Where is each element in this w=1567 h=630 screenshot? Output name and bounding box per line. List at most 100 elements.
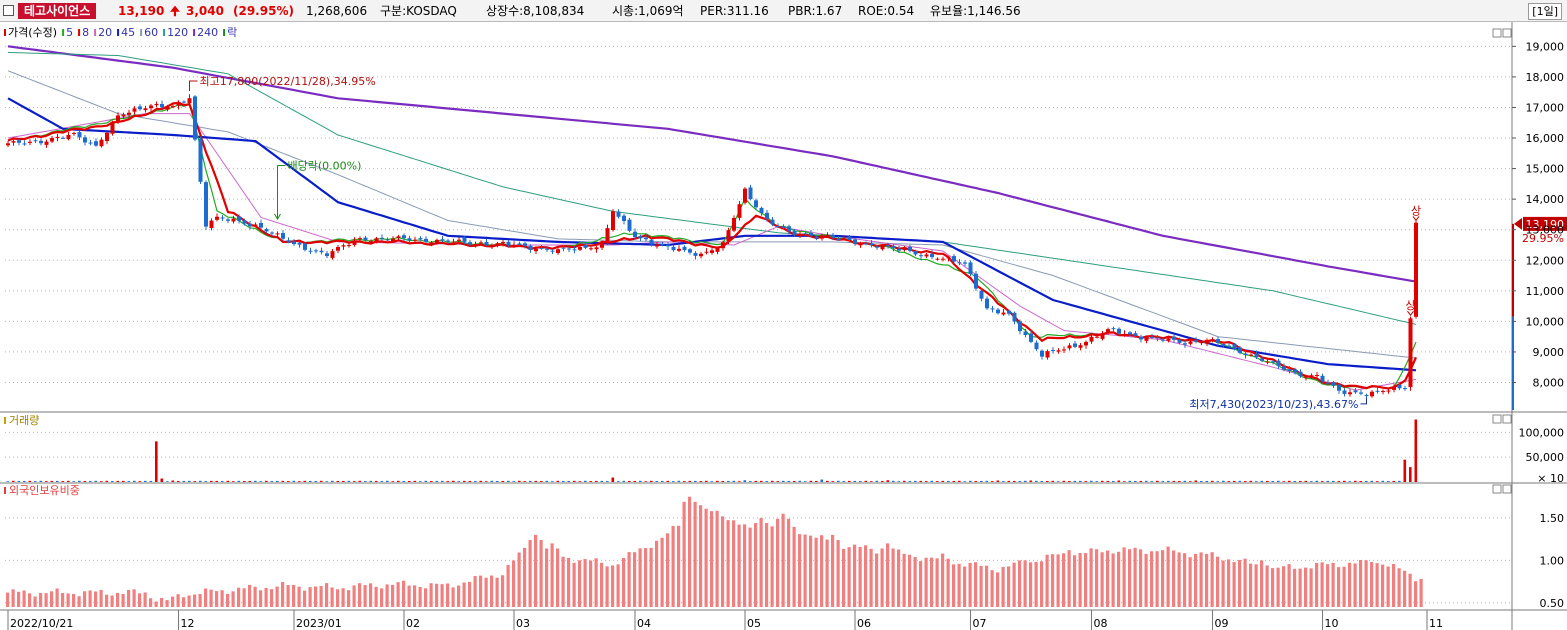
candle-down bbox=[380, 237, 384, 239]
y-axis-labels: 19,000 18,000 17,000 16,000 15,000 14,000 13,0… bbox=[1512, 40, 1565, 610]
candle-up bbox=[737, 204, 742, 218]
candle-up bbox=[556, 249, 560, 254]
candle-down bbox=[583, 244, 588, 248]
foreign-bar bbox=[1359, 560, 1363, 607]
volume-bar bbox=[1288, 480, 1291, 482]
candle-up bbox=[149, 105, 153, 109]
volume-bar bbox=[226, 480, 230, 482]
candle-up bbox=[121, 114, 126, 117]
price-candles bbox=[6, 94, 1418, 399]
volume-bar bbox=[1046, 480, 1049, 482]
foreign-bar bbox=[798, 534, 802, 607]
volume-bar bbox=[947, 480, 950, 482]
foreign-bar bbox=[913, 557, 917, 607]
volume-bar bbox=[298, 481, 301, 482]
volume-bar bbox=[1332, 480, 1335, 482]
candle-down bbox=[88, 142, 93, 144]
candle-down bbox=[1155, 337, 1160, 339]
foreign-bar bbox=[704, 508, 708, 607]
candle-down bbox=[748, 187, 753, 200]
foreign-bar bbox=[1419, 578, 1423, 607]
candle-up bbox=[6, 143, 10, 146]
low-note: 최저7,430(2023/10/23),43.67% bbox=[1189, 398, 1358, 411]
candle-down bbox=[649, 239, 654, 245]
low-note-arrow bbox=[1360, 397, 1367, 405]
candle-down bbox=[1018, 321, 1022, 332]
ma240-line bbox=[7, 45, 1417, 283]
volume-bar bbox=[408, 480, 411, 482]
foreign-bar bbox=[66, 593, 70, 607]
dividend-arrow-head bbox=[274, 213, 281, 220]
volume-bar bbox=[199, 480, 202, 482]
foreign-bar bbox=[600, 562, 604, 607]
foreign-bar bbox=[809, 535, 813, 607]
volume-bar bbox=[1222, 480, 1225, 482]
legend-label-3: 20 bbox=[98, 26, 112, 39]
volume-bar bbox=[1414, 419, 1418, 482]
dividend-note: 배당락(0.00%) bbox=[288, 160, 362, 173]
volume-bar bbox=[391, 481, 395, 482]
candle-up bbox=[946, 257, 951, 259]
volume-bar bbox=[688, 480, 692, 482]
foreign-bar bbox=[83, 591, 87, 607]
volume-bar bbox=[1403, 459, 1407, 482]
foreign-bar bbox=[693, 501, 697, 607]
price-tick-label: 14,000 bbox=[1526, 193, 1565, 206]
foreign-bar bbox=[72, 594, 76, 607]
panel-minimize-button bbox=[1492, 414, 1502, 424]
header-checkbox[interactable] bbox=[3, 5, 14, 16]
volume-bar bbox=[809, 480, 813, 482]
foreign-bar bbox=[792, 526, 796, 607]
candle-up bbox=[1249, 354, 1253, 356]
volume-title: 거래량 bbox=[9, 414, 39, 427]
foreign-bar bbox=[55, 588, 59, 607]
stock-chart[interactable]: 최고17,800(2022/11/28),34.95% 배당락(0.00%) 최저7… bbox=[0, 22, 1567, 630]
volume-bar bbox=[331, 480, 334, 482]
candle-down bbox=[182, 101, 186, 103]
foreign-bar bbox=[880, 548, 884, 607]
candle-down bbox=[759, 207, 764, 214]
legend-swatch bbox=[94, 29, 97, 36]
foreign-bar bbox=[33, 596, 37, 607]
foreign-bar bbox=[572, 562, 576, 607]
volume-bar bbox=[452, 480, 455, 482]
candle-up bbox=[28, 141, 32, 143]
foreign-bar bbox=[165, 600, 169, 607]
foreign-bar bbox=[198, 594, 202, 607]
foreign-bar bbox=[996, 572, 1000, 607]
volume-bar bbox=[1304, 480, 1308, 482]
volume-bar bbox=[903, 480, 906, 482]
candle-down bbox=[1161, 339, 1165, 341]
volume-bar bbox=[1090, 480, 1093, 482]
volume-bar bbox=[265, 480, 268, 482]
volume-bar bbox=[782, 480, 785, 482]
candle-down bbox=[633, 231, 637, 238]
stock-name[interactable]: 테고사이언스 bbox=[18, 3, 97, 19]
foreign-bar bbox=[50, 591, 54, 607]
foreign-bar bbox=[242, 588, 246, 607]
volume-bar bbox=[1123, 481, 1126, 482]
last-price-pointer bbox=[1514, 217, 1522, 230]
candle-down bbox=[1194, 340, 1198, 342]
period-selector[interactable]: [1일] bbox=[1528, 3, 1562, 20]
volume-bar bbox=[292, 480, 296, 482]
volume-bar bbox=[1310, 481, 1313, 482]
volume-bar bbox=[28, 480, 32, 482]
foreign-bar bbox=[1122, 547, 1126, 607]
foreign-bar bbox=[825, 539, 829, 607]
candle-down bbox=[1128, 332, 1132, 335]
foreign-bar bbox=[204, 588, 208, 607]
foreign-bar bbox=[550, 543, 554, 607]
foreign-bar bbox=[853, 544, 857, 607]
foreign-bar bbox=[715, 510, 719, 607]
foreign-bar bbox=[666, 533, 670, 607]
foreign-bar bbox=[435, 583, 439, 607]
volume-bar bbox=[144, 480, 147, 482]
volume-bar bbox=[490, 480, 494, 482]
volume-bar bbox=[23, 480, 26, 482]
volume-bar bbox=[1293, 481, 1297, 482]
foreign-bar bbox=[1111, 553, 1115, 607]
foreign-bar bbox=[534, 534, 538, 607]
volume-bar bbox=[314, 481, 318, 482]
